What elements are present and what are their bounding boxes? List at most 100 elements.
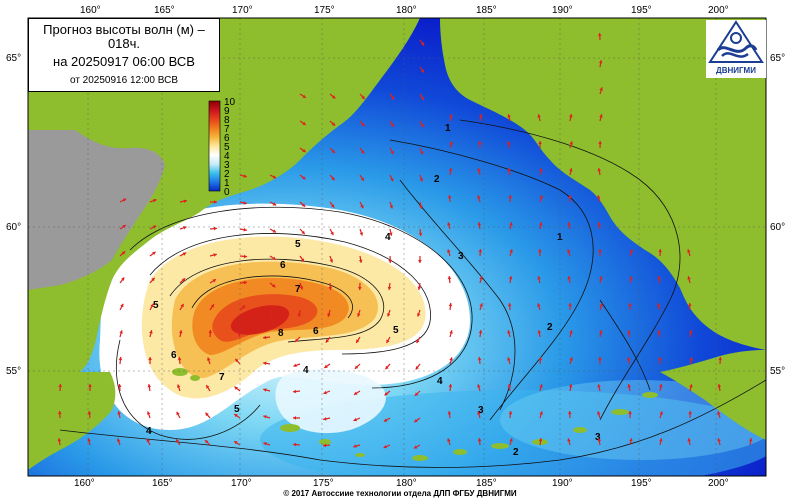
wave-arrow-head: [599, 87, 603, 91]
wave-arrow-head: [417, 313, 421, 317]
wave-arrow-head: [330, 231, 334, 236]
wave-arrow-head: [477, 384, 481, 388]
wave-arrow-head: [688, 411, 692, 414]
wave-arrow-head: [597, 33, 602, 37]
wave-arrow-head: [659, 411, 663, 415]
wave-arrow-head: [300, 258, 304, 262]
wave-arrow-head: [477, 411, 481, 415]
wave-arrow-head: [297, 313, 302, 317]
lon-label: 200°: [708, 5, 729, 16]
wave-arrow-head: [234, 386, 238, 390]
lat-label: 65°: [6, 53, 21, 64]
contour-label: 4: [146, 426, 152, 437]
contour-label: 3: [458, 251, 464, 262]
wave-arrow-head: [598, 60, 603, 64]
wave-arrow-head: [657, 330, 661, 334]
wave-arrow-head: [272, 256, 276, 260]
lon-label: 165°: [152, 478, 173, 489]
lon-label: 180°: [396, 478, 417, 489]
wave-arrow-head: [657, 276, 662, 280]
wave-arrow-head: [293, 416, 296, 420]
wave-arrow-head: [301, 203, 306, 207]
wave-arrow-head: [151, 277, 155, 282]
wave-arrow-head: [569, 330, 573, 334]
lat-label: 65°: [770, 53, 785, 64]
wave-arrow-head: [121, 251, 126, 255]
wave-arrow-head: [383, 418, 388, 422]
wave-arrow-head: [176, 439, 180, 443]
wave-arrow-head: [361, 122, 365, 127]
wave-arrow-head: [147, 411, 151, 415]
wave-arrow-head: [148, 357, 152, 360]
wave-arrow-head: [331, 122, 336, 126]
wave-arrow-head: [717, 411, 721, 415]
contour-label: 1: [445, 123, 451, 134]
wave-arrow-head: [263, 415, 267, 419]
wave-arrow-head: [569, 168, 573, 172]
wave-arrow-head: [567, 438, 571, 442]
wave-arrow-head: [657, 303, 661, 307]
wave-arrow-head: [359, 232, 363, 236]
lon-labels-bottom: 160° 165° 170° 175° 180° 185° 190° 195° …: [74, 478, 729, 489]
wave-arrow-head: [567, 222, 571, 226]
contour-label: 5: [393, 325, 399, 336]
wave-arrow-head: [689, 357, 693, 361]
wave-arrow-head: [391, 96, 395, 100]
wave-arrow-head: [177, 357, 182, 361]
wave-arrow-head: [272, 202, 277, 206]
wave-arrow-head: [205, 440, 209, 444]
wave-arrow-head: [361, 150, 365, 154]
contour-label: 1: [557, 232, 563, 243]
wave-arrow-head: [117, 384, 122, 388]
wave-arrow-head: [447, 438, 451, 442]
wave-arrow-head: [507, 384, 512, 388]
wave-arrow-head: [597, 384, 601, 388]
wave-arrow-head: [567, 276, 571, 280]
wave-arrow-head: [237, 330, 241, 334]
lon-label: 185°: [476, 5, 497, 16]
lon-label: 165°: [154, 5, 175, 16]
wave-arrow-head: [597, 195, 601, 199]
wave-arrow-head: [538, 438, 543, 442]
wave-arrow-head: [153, 198, 157, 203]
contour-label: 2: [513, 447, 519, 458]
wave-arrow-head: [389, 232, 393, 236]
wave-arrow-head: [360, 177, 364, 181]
wave-arrow-head: [477, 195, 481, 199]
wave-arrow-head: [421, 42, 425, 46]
wave-arrow-head: [121, 277, 125, 281]
wave-arrow-head: [302, 176, 306, 180]
wave-arrow-head: [414, 418, 418, 423]
lon-label: 170°: [232, 5, 253, 16]
wave-arrow-head: [687, 276, 691, 280]
wave-arrow-head: [180, 303, 184, 308]
wave-arrow-head: [477, 222, 482, 226]
wave-arrow-head: [449, 330, 453, 334]
wave-arrow-head: [182, 252, 187, 256]
wave-arrow-head: [323, 390, 327, 395]
lat-label: 60°: [770, 222, 785, 233]
wave-arrow-head: [599, 276, 603, 280]
wave-arrow-head: [627, 384, 631, 388]
wave-arrow-head: [447, 195, 452, 199]
wave-arrow-head: [569, 357, 573, 361]
wave-arrow-head: [538, 249, 542, 253]
wave-arrow-head: [331, 149, 335, 153]
wave-arrow-head: [387, 313, 391, 317]
colorbar: [208, 100, 221, 192]
contour-label: 2: [547, 322, 553, 333]
wave-arrow-head: [449, 357, 453, 361]
island-st-lawrence: [540, 110, 594, 131]
wave-arrow-head: [210, 304, 214, 308]
wave-arrow-head: [206, 385, 210, 389]
wave-arrow-head: [88, 384, 92, 387]
wave-arrow-head: [263, 335, 267, 340]
wave-arrow-head: [537, 330, 542, 334]
wave-arrow-head: [628, 303, 632, 306]
wave-arrow-head: [629, 276, 633, 280]
contour-label: 7: [219, 372, 225, 383]
wave-arrow-head: [418, 260, 422, 263]
wave-arrow-head: [327, 313, 331, 317]
wave-arrow-head: [597, 411, 601, 415]
